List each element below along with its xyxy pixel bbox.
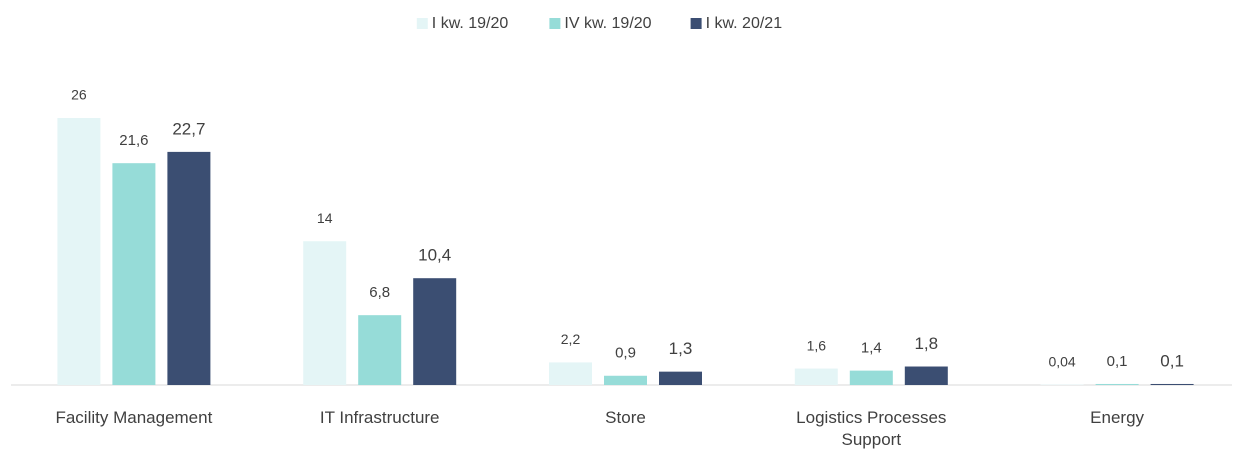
value-label: 6,8	[369, 284, 390, 301]
bar	[659, 371, 702, 385]
value-label: 0,1	[1160, 351, 1184, 370]
bar	[794, 368, 838, 385]
x-tick-label: Store	[605, 408, 646, 427]
value-label: 21,6	[119, 132, 148, 149]
x-tick-label: Logistics Processes Support	[796, 408, 947, 449]
bar	[549, 362, 592, 385]
x-tick-label: Facility Management	[55, 408, 213, 427]
legend-swatch	[416, 18, 428, 29]
bar	[112, 163, 156, 385]
x-tick-label: IT Infrastructure	[319, 408, 440, 427]
legend-swatch	[690, 18, 702, 29]
value-label: 0,9	[615, 345, 636, 362]
value-label: 10,4	[418, 246, 451, 265]
value-label: 1,3	[669, 339, 693, 358]
bar	[1095, 383, 1139, 385]
value-label: 0,04	[1048, 353, 1075, 369]
value-label: 22,7	[172, 119, 205, 138]
legend-label: I kw. 20/21	[706, 15, 783, 32]
bar	[1150, 383, 1194, 385]
bar	[413, 278, 457, 385]
legend-label: I kw. 19/20	[432, 15, 509, 32]
bar	[57, 118, 101, 385]
x-tick-label: Energy	[1090, 408, 1145, 427]
value-label: 26	[71, 87, 87, 103]
legend-label: IV kw. 19/20	[564, 15, 651, 32]
value-label: 0,1	[1107, 353, 1128, 370]
value-label: 1,6	[807, 337, 827, 353]
value-label: 14	[317, 210, 333, 226]
value-label: 2,2	[561, 331, 581, 347]
bar	[904, 366, 948, 385]
bar	[358, 315, 402, 385]
bar	[167, 151, 211, 385]
value-label: 1,8	[914, 334, 938, 353]
value-label: 1,4	[861, 340, 882, 357]
legend-swatch	[549, 18, 561, 29]
bar	[849, 370, 893, 385]
bar	[303, 241, 347, 385]
bar	[604, 375, 647, 385]
